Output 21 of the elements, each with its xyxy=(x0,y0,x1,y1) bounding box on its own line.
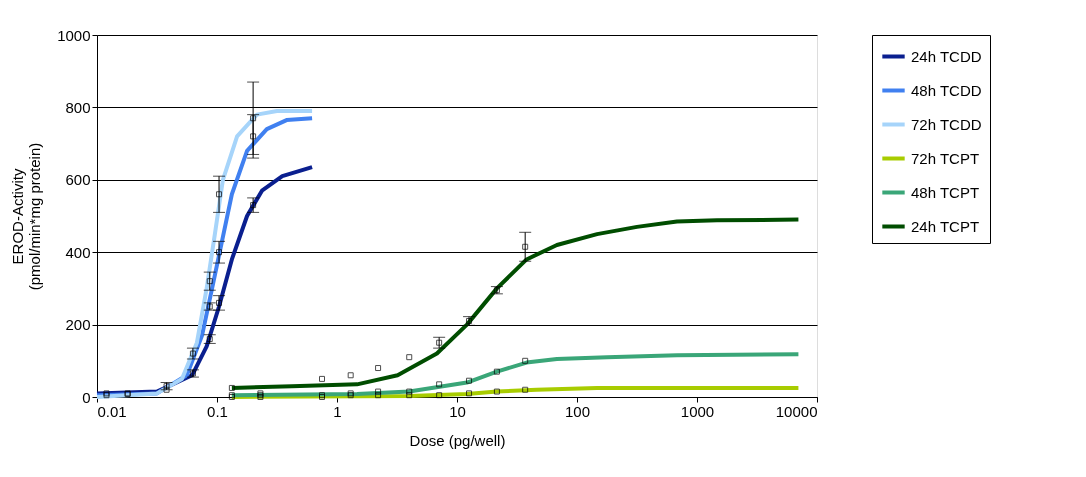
x-tick-label: 0.01 xyxy=(97,402,127,420)
x-tick-label: 0.1 xyxy=(207,402,228,420)
y-tick-label: 400 xyxy=(65,243,91,261)
legend-label: 24h TCPT xyxy=(911,217,980,235)
legend-label: 48h TCPT xyxy=(911,183,980,201)
y-tick-label: 0 xyxy=(82,388,91,406)
legend-label: 72h TCPT xyxy=(911,149,980,167)
x-tick-label: 100 xyxy=(564,402,591,420)
y-tick-label: 1000 xyxy=(57,26,91,44)
x-tick-label: 10000 xyxy=(775,402,818,420)
y-tick-label: 800 xyxy=(65,98,91,116)
y-tick-label: 200 xyxy=(65,316,91,334)
x-tick-label: 10 xyxy=(449,402,466,420)
y-axis-title: EROD-Activity (pmol/min*mg protein) xyxy=(9,142,44,291)
y-tick-label: 600 xyxy=(65,171,91,189)
x-tick-label: 1000 xyxy=(680,402,715,420)
legend-label: 48h TCDD xyxy=(911,81,982,99)
legend-label: 72h TCDD xyxy=(911,115,982,133)
x-tick-label: 1 xyxy=(333,402,342,420)
x-axis-title: Dose (pg/well) xyxy=(409,431,506,449)
legend-label: 24h TCDD xyxy=(911,47,982,65)
